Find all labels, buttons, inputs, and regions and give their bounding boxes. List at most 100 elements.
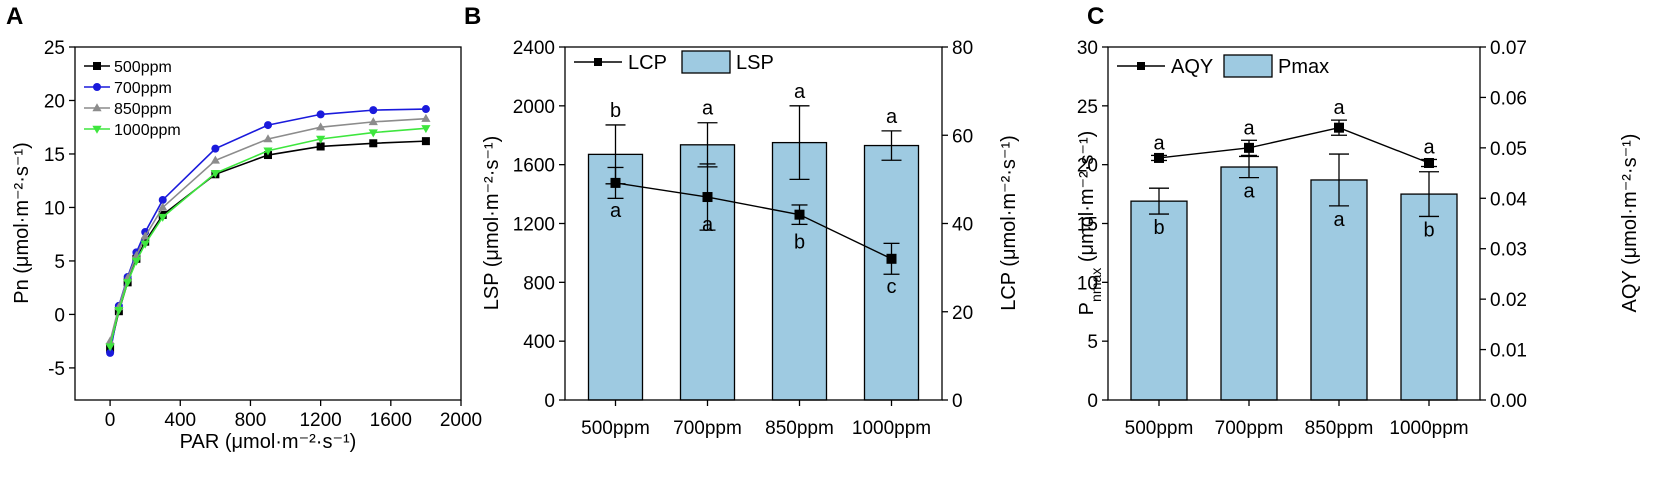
data-point [158, 213, 168, 222]
x-tick-label: 700ppm [1215, 418, 1284, 439]
data-point [316, 110, 325, 119]
y2-tick-label: 80 [952, 38, 973, 59]
y2-tick-label: 0.02 [1490, 290, 1527, 311]
y-tick-label: 2400 [513, 38, 555, 59]
series-500ppm [106, 137, 430, 353]
panel-c-ylabel: Pnmax (μmol·m⁻²·s⁻¹) [1076, 131, 1104, 316]
x-tick-label: 1200 [299, 410, 341, 431]
data-point [210, 155, 220, 164]
line-point-1000ppm [1424, 157, 1434, 168]
y-tick-label: 5 [1087, 332, 1098, 353]
data-point [114, 306, 124, 315]
data-point [421, 137, 430, 146]
line-series-AQY [1158, 126, 1430, 164]
data-point [368, 117, 378, 126]
data-point [140, 240, 150, 249]
data-point [369, 139, 378, 148]
data-point [211, 144, 220, 153]
data-point [421, 113, 431, 122]
data-point [421, 125, 431, 134]
data-point [158, 202, 168, 211]
y-tick-label: 400 [523, 332, 555, 353]
data-point [369, 106, 378, 115]
y-tick-label: 1600 [513, 156, 555, 177]
y2-tick-label: 0.07 [1490, 38, 1527, 59]
x-tick-label: 1600 [370, 410, 412, 431]
legend-label-850ppm: 850ppm [114, 101, 172, 118]
y2-tick-label: 60 [952, 126, 973, 147]
data-point [106, 348, 115, 357]
data-point [316, 135, 326, 144]
legend-marker-aqy [1137, 62, 1145, 70]
panel-b-ylabel: LSP (μmol·m⁻²·s⁻¹) [481, 136, 503, 310]
x-tick-label: 2000 [440, 410, 482, 431]
y2-tick-label: 0.01 [1490, 341, 1527, 362]
y-tick-label: 10 [44, 198, 65, 219]
y-tick-label: 0 [544, 391, 555, 412]
line-sig-letter: b [794, 232, 805, 254]
line-sig-letter: a [702, 214, 714, 236]
x-tick-label: 850ppm [765, 418, 834, 439]
panel-c-bar-chart: 500ppm 700ppm 850ppm 1000ppm 0 5 10 15 20 25 30 0.0… [1076, 38, 1641, 439]
x-tick-label: 400 [164, 410, 196, 431]
x-tick-label: 1000ppm [1389, 418, 1468, 439]
data-point [131, 257, 142, 266]
y-tick-label: 10 [1077, 273, 1098, 294]
y2-tick-label: 0.04 [1490, 189, 1527, 210]
data-point [421, 105, 430, 114]
data-point [316, 122, 326, 131]
bar-error-850ppm [1329, 153, 1349, 207]
line-point-500ppm [1154, 152, 1164, 163]
panel-letter-a: A [6, 3, 23, 30]
x-tick-label: 850ppm [1305, 418, 1374, 439]
legend-marker-700ppm [93, 83, 101, 91]
panel-c-legend: AQY Pmax [1117, 54, 1329, 78]
panel-c-y2label: AQY (μmol·m⁻²·s⁻¹) [1619, 134, 1641, 313]
line-point-1000ppm [886, 253, 897, 264]
y-tick-label: 25 [1077, 97, 1098, 118]
bar-sig-letter: b [610, 100, 621, 122]
legend-label-1000ppm: 1000ppm [114, 122, 181, 139]
line-point-850ppm [1334, 122, 1344, 133]
data-point [263, 134, 273, 143]
y-tick-label: 15 [1077, 215, 1098, 236]
legend-marker-1000ppm [92, 125, 102, 134]
bar-sig-letter: a [1243, 181, 1255, 203]
line-sig-letter: c [887, 276, 897, 298]
panel-b-legend: LCP LSP [574, 50, 774, 74]
bar-sig-letter: a [886, 106, 898, 128]
legend-marker-500ppm [93, 62, 101, 70]
panel-a-legend: 500ppm 700ppm 850ppm 1000ppm [84, 59, 181, 139]
legend-label-aqy: AQY [1171, 56, 1213, 78]
y2-tick-label: 0.03 [1490, 240, 1527, 261]
line-series-LCP [615, 182, 892, 260]
data-point [140, 231, 150, 240]
bar-850ppm [771, 141, 828, 401]
bar-error-500ppm [1149, 187, 1169, 215]
legend-label-700ppm: 700ppm [114, 80, 172, 97]
legend-swatch-lsp [681, 50, 731, 74]
data-point [263, 147, 273, 156]
panel-b-bar-chart: 500ppm 700ppm 850ppm 1000ppm040080012001600… [481, 38, 1020, 439]
data-point [158, 195, 167, 204]
bar-error-1000ppm [1419, 171, 1439, 218]
y-tick-label: 0 [1087, 391, 1098, 412]
bar-error-850ppm [789, 105, 810, 181]
x-tick-label: 1000ppm [852, 418, 931, 439]
line-point-500ppm [610, 177, 621, 188]
bar-error-1000ppm [881, 130, 902, 161]
y-tick-label: 2000 [513, 97, 555, 118]
panel-letter-b: B [464, 3, 481, 30]
y2-tick-label: 0 [952, 391, 963, 412]
x-tick-label: 700ppm [673, 418, 742, 439]
x-tick-label: 500ppm [1125, 418, 1194, 439]
data-point [105, 343, 115, 352]
panel-a-line-chart: 0 400 800 1200 1600 2000 -5 0 5 10 15 20 25 500ppm 70… [11, 38, 482, 453]
y-tick-label: 15 [44, 145, 65, 166]
bar-sig-letter: b [1423, 219, 1434, 241]
panel-a-ylabel: Pn (μmol·m⁻²·s⁻¹) [11, 142, 33, 304]
legend-label-lcp: LCP [628, 52, 667, 74]
y-tick-label: 1200 [513, 215, 555, 236]
legend-label-pmax: Pmax [1278, 56, 1329, 78]
series-1000ppm [105, 125, 431, 352]
